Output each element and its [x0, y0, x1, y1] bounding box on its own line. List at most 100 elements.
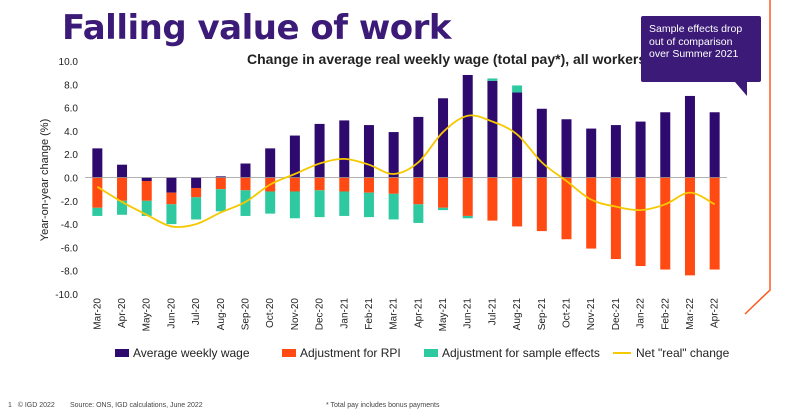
bar	[191, 177, 202, 188]
bar	[709, 112, 720, 178]
bar	[487, 78, 498, 81]
chart-title: Change in average real weekly wage (tota…	[247, 51, 647, 67]
x-tick-label: Sep-20	[241, 298, 252, 331]
bar	[191, 197, 202, 220]
net-change-line-group	[96, 114, 716, 228]
bar	[166, 204, 177, 225]
bar	[117, 177, 128, 201]
x-axis-tick-labels: Mar-20 Apr-20 May-20 Jun-20 Jul-20 Aug-20 Sep-…	[92, 298, 720, 332]
x-tick-label: May-21	[438, 298, 449, 332]
bar	[314, 190, 325, 218]
x-tick-label: Sep-21	[537, 298, 548, 331]
x-tick-label: Apr-20	[117, 298, 128, 328]
net-real-change-line	[96, 114, 716, 228]
bar	[512, 85, 523, 93]
x-tick-label: Feb-22	[660, 298, 671, 330]
bar	[191, 187, 202, 198]
bar	[141, 177, 152, 181]
bar	[512, 177, 523, 227]
bar	[561, 119, 572, 178]
x-tick-label: Apr-21	[413, 298, 424, 328]
x-tick-label: Apr-22	[710, 298, 721, 328]
x-tick-label: Jul-21	[487, 298, 498, 326]
legend-label: Adjustment for sample effects	[442, 346, 600, 360]
bar	[363, 177, 374, 193]
x-tick-label: Aug-21	[512, 298, 523, 331]
footer-copyright: 1 © IGD 2022	[8, 402, 55, 409]
bar	[215, 189, 226, 212]
x-tick-label: Mar-22	[685, 298, 696, 330]
bar	[413, 204, 424, 223]
y-tick-label: 10.0	[59, 57, 79, 68]
bar	[92, 177, 103, 208]
x-tick-label: May-20	[142, 298, 153, 332]
bar	[684, 177, 695, 276]
bar	[166, 177, 177, 193]
x-tick-label: Jul-20	[191, 298, 202, 326]
bar	[117, 164, 128, 178]
bar	[536, 177, 547, 232]
bar	[561, 177, 572, 240]
x-tick-label: Jan-22	[636, 298, 647, 329]
bar	[610, 177, 621, 260]
bar	[265, 191, 276, 214]
bar	[660, 112, 671, 178]
bar	[314, 123, 325, 178]
legend-label: Average weekly wage	[133, 346, 250, 360]
y-tick-label: -6.0	[61, 243, 79, 254]
legend-swatch	[282, 349, 296, 357]
bar	[413, 177, 424, 205]
bars-group	[85, 74, 727, 276]
bar	[438, 98, 449, 178]
y-tick-label: -10.0	[55, 290, 78, 301]
footer-note: * Total pay includes bonus payments	[326, 402, 440, 409]
bar	[363, 125, 374, 178]
bar	[462, 177, 473, 216]
callout-pointer	[735, 82, 747, 96]
footer-copyright-text: © IGD 2022	[17, 402, 55, 409]
bar	[339, 191, 350, 216]
bar	[487, 177, 498, 221]
x-tick-label: Mar-20	[92, 298, 103, 330]
bar	[487, 80, 498, 178]
x-tick-label: Nov-21	[586, 298, 597, 331]
x-tick-label: Jun-20	[166, 298, 177, 329]
bar	[339, 177, 350, 192]
y-tick-label: -8.0	[61, 267, 79, 278]
bar	[462, 74, 473, 178]
bar	[289, 191, 300, 219]
y-axis: 10.0 8.0 6.0 4.0 2.0 0.0 -2.0 -4.0 -6.0 -8.0 -10.0	[55, 57, 78, 301]
bar	[684, 95, 695, 178]
legend-swatch	[424, 349, 438, 357]
bar	[215, 177, 226, 190]
x-tick-label: Nov-20	[290, 298, 301, 331]
x-tick-label: Dec-20	[315, 298, 326, 331]
y-tick-label: 6.0	[64, 104, 78, 115]
bar	[388, 193, 399, 220]
bar	[240, 163, 251, 178]
footer-page-number: 1	[8, 402, 12, 409]
bar	[363, 192, 374, 218]
x-tick-label: Feb-21	[364, 298, 375, 330]
x-tick-label: Dec-21	[611, 298, 622, 331]
y-tick-label: -4.0	[61, 220, 79, 231]
bar	[92, 207, 103, 216]
bar	[141, 180, 152, 201]
bar	[240, 190, 251, 216]
footer-source: Source: ONS, IGD calculations, June 2022	[70, 402, 203, 409]
bar	[314, 177, 325, 191]
bar	[413, 116, 424, 178]
x-tick-label: Jan-21	[339, 298, 350, 329]
bar	[92, 148, 103, 178]
bar	[635, 177, 646, 267]
bar	[215, 176, 226, 178]
bar	[141, 200, 152, 216]
bar	[240, 177, 251, 191]
y-tick-label: 0.0	[64, 174, 78, 185]
bar	[117, 200, 128, 215]
legend-swatch	[115, 349, 129, 357]
bar	[388, 177, 399, 194]
y-tick-label: 4.0	[64, 127, 78, 138]
bar	[610, 125, 621, 178]
